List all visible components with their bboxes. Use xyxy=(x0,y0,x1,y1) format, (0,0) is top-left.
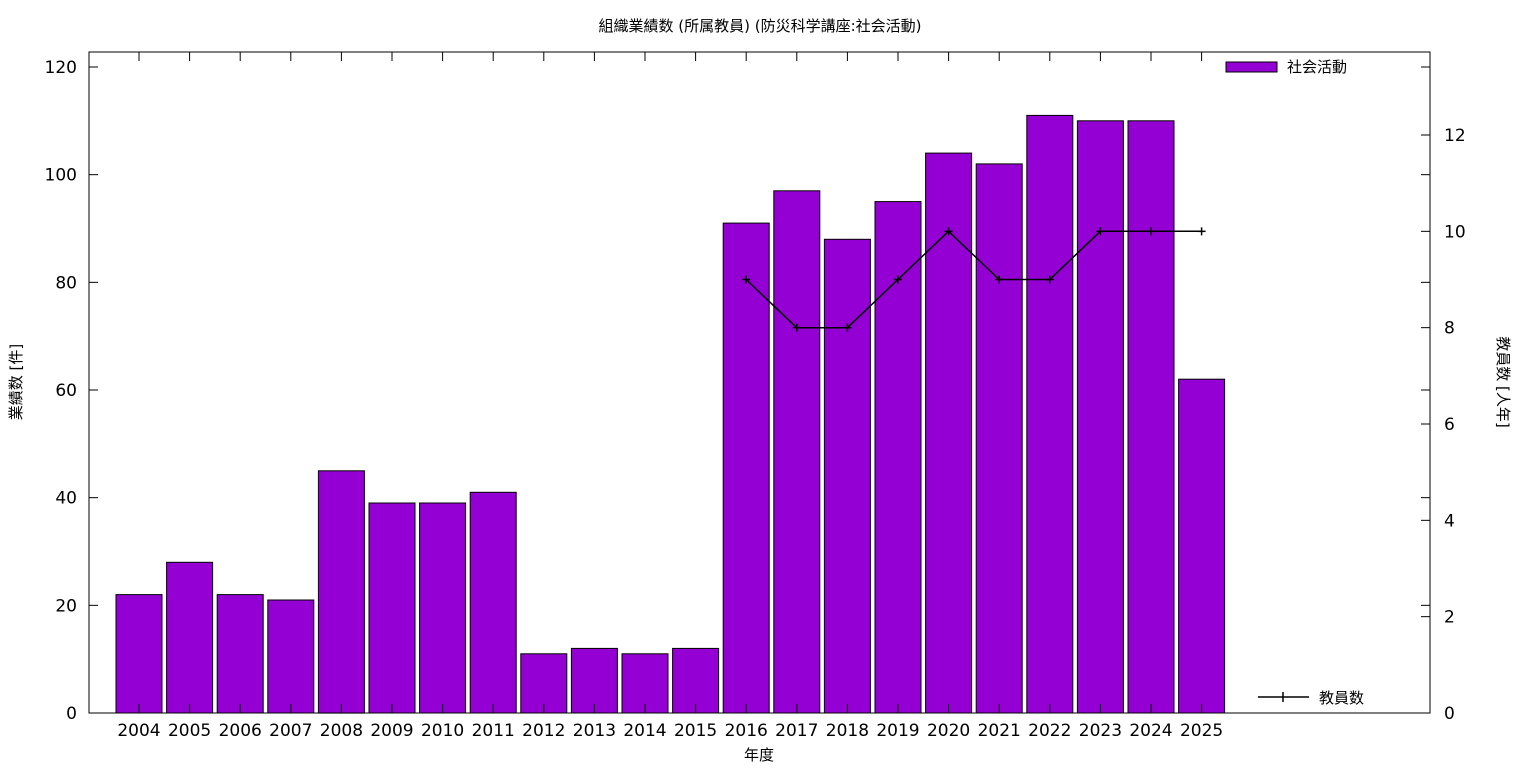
y2-tick-label: 4 xyxy=(1444,511,1455,531)
bar-2005 xyxy=(166,561,214,714)
bar-2006 xyxy=(216,594,264,714)
y2-tick-label: 2 xyxy=(1444,608,1455,628)
x-tick-label: 2012 xyxy=(522,721,565,741)
chart-title: 組織業績数 (所属教員) (防災科学講座:社会活動) xyxy=(598,17,921,35)
point-2018 xyxy=(843,323,852,332)
x-tick-label: 2015 xyxy=(674,721,717,741)
y-axis-label: 業績数 [件] xyxy=(7,344,25,420)
point-2022 xyxy=(1045,275,1054,284)
point-2020 xyxy=(944,227,953,236)
bar-2016 xyxy=(722,222,770,714)
point-2016 xyxy=(742,275,751,284)
bar-2004 xyxy=(115,594,163,714)
x-tick-label: 2019 xyxy=(876,721,919,741)
x-tick-label: 2009 xyxy=(370,721,413,741)
bar-2024 xyxy=(1127,120,1175,714)
bar-2020 xyxy=(925,152,973,714)
y-axis: 0 20 40 60 80 100 120 xyxy=(45,58,1430,724)
legend-line-label: 教員数 xyxy=(1319,689,1364,707)
y2-axis: 0 2 4 6 8 10 12 xyxy=(1421,126,1466,724)
y-tick-label: 80 xyxy=(55,273,77,293)
y2-tick-label: 12 xyxy=(1444,126,1466,146)
x-tick-label: 2021 xyxy=(978,721,1021,741)
bar-2023 xyxy=(1076,120,1124,714)
bar-2011 xyxy=(469,491,517,714)
y-tick-label: 40 xyxy=(55,489,77,509)
x-tick-label: 2010 xyxy=(421,721,464,741)
point-2019 xyxy=(894,275,902,284)
bar-2014 xyxy=(621,653,669,714)
x-axis: 2004 2005 2006 2007 2008 2009 2010 2011 2012 2013… xyxy=(117,52,1223,741)
y-tick-label: 120 xyxy=(45,58,77,78)
bar-2018 xyxy=(823,238,871,714)
point-2021 xyxy=(995,275,1004,284)
x-tick-label: 2025 xyxy=(1180,721,1223,741)
bar-2009 xyxy=(368,502,416,714)
y-tick-label: 20 xyxy=(55,596,77,616)
y-tick-label: 0 xyxy=(66,704,77,724)
y2-tick-label: 0 xyxy=(1444,704,1455,724)
bar-2008 xyxy=(317,470,365,714)
point-2017 xyxy=(792,323,801,332)
y2-tick-label: 6 xyxy=(1444,415,1455,435)
x-tick-label: 2006 xyxy=(219,721,262,741)
x-tick-label: 2008 xyxy=(320,721,363,741)
x-tick-label: 2004 xyxy=(117,721,160,741)
bar-2013 xyxy=(570,647,618,714)
bar-2021 xyxy=(975,163,1023,714)
y-tick-label: 60 xyxy=(55,381,77,401)
legend-bar-swatch xyxy=(1225,61,1278,73)
y2-tick-label: 10 xyxy=(1444,222,1466,242)
x-tick-label: 2007 xyxy=(269,721,312,741)
x-tick-label: 2024 xyxy=(1129,721,1172,741)
x-tick-label: 2023 xyxy=(1079,721,1122,741)
bar-2017 xyxy=(773,190,821,714)
legend-bar-label: 社会活動 xyxy=(1287,58,1347,76)
x-axis-label: 年度 xyxy=(744,746,774,764)
line-path xyxy=(745,230,1202,329)
bar-2010 xyxy=(419,502,467,714)
x-tick-label: 2020 xyxy=(927,721,970,741)
legend-line: 教員数 xyxy=(1258,689,1364,707)
y2-axis-label: 教員数 [人年] xyxy=(1494,336,1512,427)
point-2023 xyxy=(1096,227,1105,236)
point-2025 xyxy=(1197,227,1206,236)
x-tick-label: 2013 xyxy=(573,721,616,741)
bar-2015 xyxy=(672,647,720,714)
point-2024 xyxy=(1147,227,1155,236)
y2-tick-label: 8 xyxy=(1444,319,1455,339)
x-tick-label: 2022 xyxy=(1028,721,1071,741)
x-tick-label: 2005 xyxy=(168,721,211,741)
y-tick-label: 100 xyxy=(45,166,77,186)
bar-series xyxy=(115,114,1226,714)
bar-2019 xyxy=(874,201,922,714)
bar-2007 xyxy=(267,599,315,714)
x-tick-label: 2018 xyxy=(826,721,869,741)
x-tick-label: 2016 xyxy=(725,721,768,741)
x-tick-label: 2011 xyxy=(472,721,515,741)
x-tick-label: 2017 xyxy=(775,721,818,741)
plot-frame xyxy=(88,51,1431,714)
line-series xyxy=(742,227,1206,332)
bar-2022 xyxy=(1026,114,1074,714)
x-tick-label: 2014 xyxy=(623,721,666,741)
legend-bar: 社会活動 xyxy=(1225,58,1347,76)
bar-2012 xyxy=(520,653,568,714)
bar-2025 xyxy=(1178,378,1226,714)
